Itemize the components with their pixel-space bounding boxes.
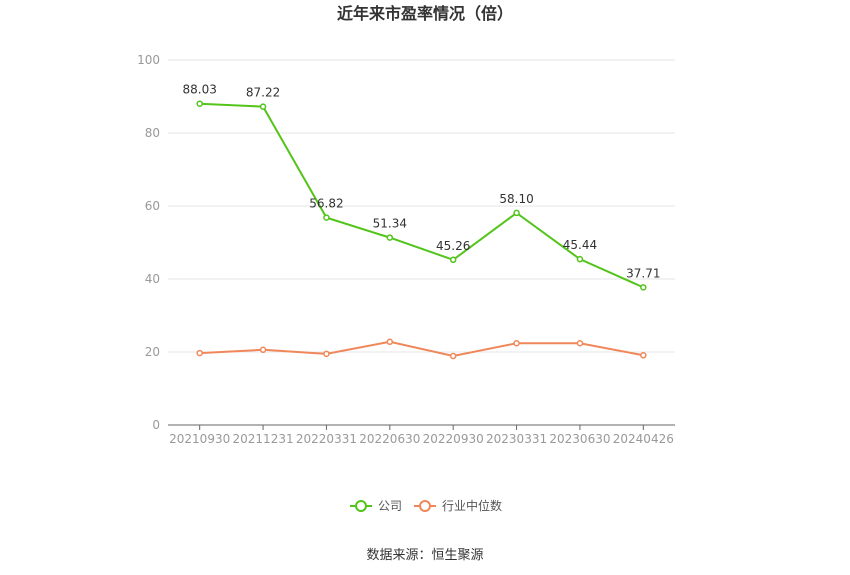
- legend-median-marker-icon: [419, 500, 431, 512]
- data-label: 56.82: [309, 197, 343, 211]
- source-note: 数据来源：恒生聚源: [366, 548, 483, 563]
- data-point: [449, 352, 457, 360]
- data-point: [576, 339, 584, 347]
- series-line: [199, 102, 644, 289]
- data-point: [323, 214, 330, 221]
- data-point: [259, 346, 267, 354]
- data-label: 87.22: [246, 86, 280, 100]
- x-tick-label: 20220331: [296, 432, 357, 446]
- y-axis: 0 20 40 60 80 100: [137, 53, 160, 432]
- x-tick-label: 20220630: [359, 432, 420, 446]
- y-tick-label: 40: [145, 272, 160, 286]
- x-tick-label: 20211231: [233, 432, 294, 446]
- data-label: 45.26: [436, 239, 470, 253]
- chart-title: 近年来市盈率情况（倍）: [337, 4, 513, 23]
- data-label: 51.34: [373, 217, 407, 231]
- legend-median-label: 行业中位数: [442, 498, 502, 513]
- x-axis: 20210930 20211231 20220331 20220630 20220930…: [168, 424, 675, 446]
- series-group: 88.03 87.22 56.82 51.34 45.26 58.10 45.44 37.71: [183, 83, 660, 360]
- data-point: [386, 338, 394, 346]
- x-tick-label: 20240426: [613, 432, 674, 446]
- legend-item-industry-median[interactable]: 行业中位数: [414, 498, 502, 513]
- legend[interactable]: 公司 行业中位数: [350, 498, 502, 513]
- y-tick-label: 0: [152, 418, 160, 432]
- series-line: [199, 340, 644, 358]
- y-tick-label: 20: [145, 345, 160, 359]
- data-label: 58.10: [499, 192, 533, 206]
- series-1: [196, 338, 647, 360]
- data-label: 88.03: [183, 83, 217, 97]
- data-point: [196, 349, 203, 357]
- data-label: 37.71: [626, 266, 660, 280]
- data-point: [449, 256, 457, 264]
- data-label: 45.44: [563, 238, 597, 252]
- data-point: [196, 100, 203, 107]
- x-tick-label: 20220930: [423, 432, 484, 446]
- data-point: [640, 284, 647, 291]
- legend-company-marker-icon: [355, 500, 367, 512]
- y-tick-label: 80: [145, 126, 160, 140]
- data-point: [640, 352, 647, 359]
- grid-lines: [168, 59, 675, 353]
- legend-company-label: 公司: [378, 499, 402, 513]
- data-point: [513, 209, 520, 217]
- x-tick-label: 20210930: [169, 432, 230, 446]
- data-point: [386, 234, 394, 241]
- data-point: [323, 350, 330, 358]
- data-point: [576, 255, 584, 263]
- x-tick-label: 20230630: [549, 432, 610, 446]
- data-point: [513, 339, 520, 347]
- data-point: [259, 103, 267, 110]
- y-tick-label: 60: [145, 199, 160, 213]
- series-0: 88.03 87.22 56.82 51.34 45.26 58.10 45.44 37.71: [183, 83, 660, 291]
- x-tick-label: 20230331: [486, 432, 547, 446]
- y-tick-label: 100: [137, 53, 160, 67]
- legend-item-company[interactable]: 公司: [350, 499, 402, 513]
